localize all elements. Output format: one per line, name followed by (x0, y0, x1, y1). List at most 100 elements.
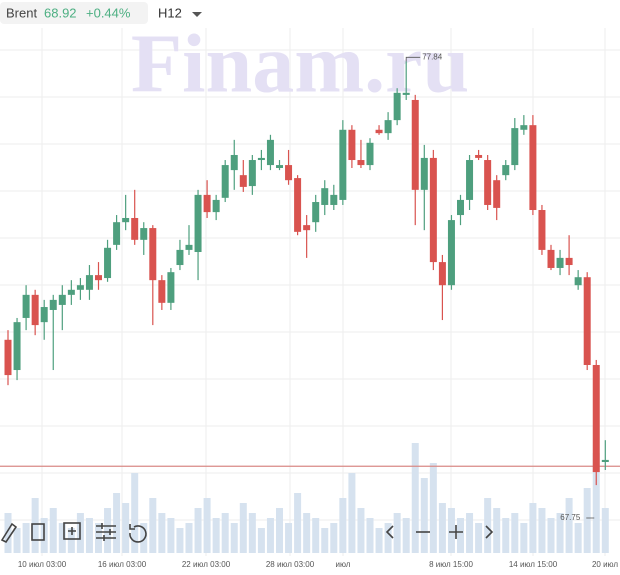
candle-body (601, 459, 609, 463)
volume-bar (502, 518, 510, 553)
candle-body (511, 128, 519, 166)
volume-bar (285, 523, 293, 553)
volume-bar (185, 523, 193, 553)
volume-bar (520, 523, 528, 553)
candle-body (122, 217, 130, 223)
candle-body (212, 199, 220, 213)
candle-body (67, 289, 75, 295)
x-tick-label: 28 июл 03:00 (266, 560, 315, 569)
candle-body (167, 272, 175, 303)
scroll-right[interactable] (485, 525, 494, 539)
volume-bar (583, 488, 591, 553)
volume-bar (149, 498, 157, 553)
volume-bar (601, 508, 609, 553)
volume-bar (248, 513, 256, 553)
candle-body (140, 228, 148, 240)
candle-body (502, 165, 510, 176)
add-tool[interactable] (63, 522, 81, 540)
candle-body (312, 202, 320, 223)
x-axis: 10 июл 03:00 16 июл 03:00 22 июл 03:00 28 и… (18, 560, 619, 569)
candle-body (13, 322, 21, 371)
volume-bar (230, 523, 238, 553)
ticker-box[interactable] (0, 2, 148, 24)
volume-bar (4, 513, 12, 553)
volume-bar (339, 498, 347, 553)
candle-body (457, 199, 464, 216)
volume-bar (266, 518, 274, 553)
candle-body (556, 257, 564, 268)
volume-bar (239, 503, 247, 553)
candle-body (230, 154, 238, 171)
volume-bar (420, 478, 428, 553)
interval[interactable]: H12 (158, 5, 182, 20)
draw-tool[interactable] (0, 522, 18, 544)
candle-body (375, 129, 383, 134)
candle-body (411, 99, 419, 190)
volume-bar (321, 528, 329, 553)
scroll-left[interactable] (385, 525, 394, 539)
candle-body (85, 275, 93, 290)
volume-bar (131, 473, 139, 553)
candle-body (484, 160, 492, 205)
volume-bar (375, 528, 383, 553)
x-tick-label: июл (336, 560, 351, 569)
volume-bar (113, 493, 121, 553)
candle-body (131, 217, 139, 240)
candle-body (149, 228, 157, 281)
volume-bar (158, 513, 166, 553)
volume-bar (312, 518, 320, 553)
volume-bar (49, 508, 57, 553)
volume-bar (357, 508, 365, 553)
watermark: Finam.ru (131, 17, 469, 110)
x-tick-label: 16 июл 03:00 (98, 560, 147, 569)
volume-bar (85, 518, 93, 553)
volume-bar (221, 513, 229, 553)
x-tick-label: 8 июл 15:00 (429, 560, 473, 569)
volume-bar (22, 523, 30, 553)
volume-bar (529, 503, 537, 553)
volume-bar (276, 508, 283, 553)
candle-body (203, 194, 211, 213)
candle-body (294, 178, 302, 232)
candle-body (4, 339, 12, 376)
volume-bar (194, 508, 202, 553)
volume-bar (411, 443, 419, 553)
x-tick-label: 20 июл (592, 560, 618, 569)
candle-body (49, 299, 57, 310)
candle-body (348, 129, 356, 161)
candle-body (393, 92, 401, 121)
volume-bar (429, 463, 437, 553)
change: +0.44% (86, 5, 131, 20)
candle-body (239, 175, 247, 187)
notes-tool[interactable] (31, 523, 45, 541)
candle-body (303, 225, 311, 231)
volume-bar (393, 513, 401, 553)
volume-bar (122, 503, 130, 553)
volume-bar (203, 498, 211, 553)
candle-body (330, 194, 338, 205)
volume-bar (13, 528, 21, 553)
candle-body (285, 165, 293, 181)
candle-body (31, 294, 39, 326)
volume-bar (592, 453, 600, 553)
volume-bar (348, 473, 356, 553)
candle-body (58, 294, 66, 305)
volume-bar (493, 508, 501, 553)
interval-dropdown[interactable] (192, 12, 202, 17)
grid (0, 28, 620, 556)
zoom-in[interactable] (449, 525, 463, 539)
volume-layer (0, 443, 620, 553)
candle-layer: 77.84 67.75 (4, 52, 609, 522)
candle-body (538, 210, 546, 250)
candle-body (384, 120, 392, 134)
volume-bar (438, 503, 446, 553)
settings-tool[interactable] (96, 523, 116, 541)
toolbar (0, 522, 494, 544)
candle-body (583, 277, 591, 365)
candle-body (447, 220, 455, 286)
candle-body (104, 247, 112, 279)
volume-bar (330, 523, 338, 553)
undo-tool[interactable] (129, 524, 147, 543)
